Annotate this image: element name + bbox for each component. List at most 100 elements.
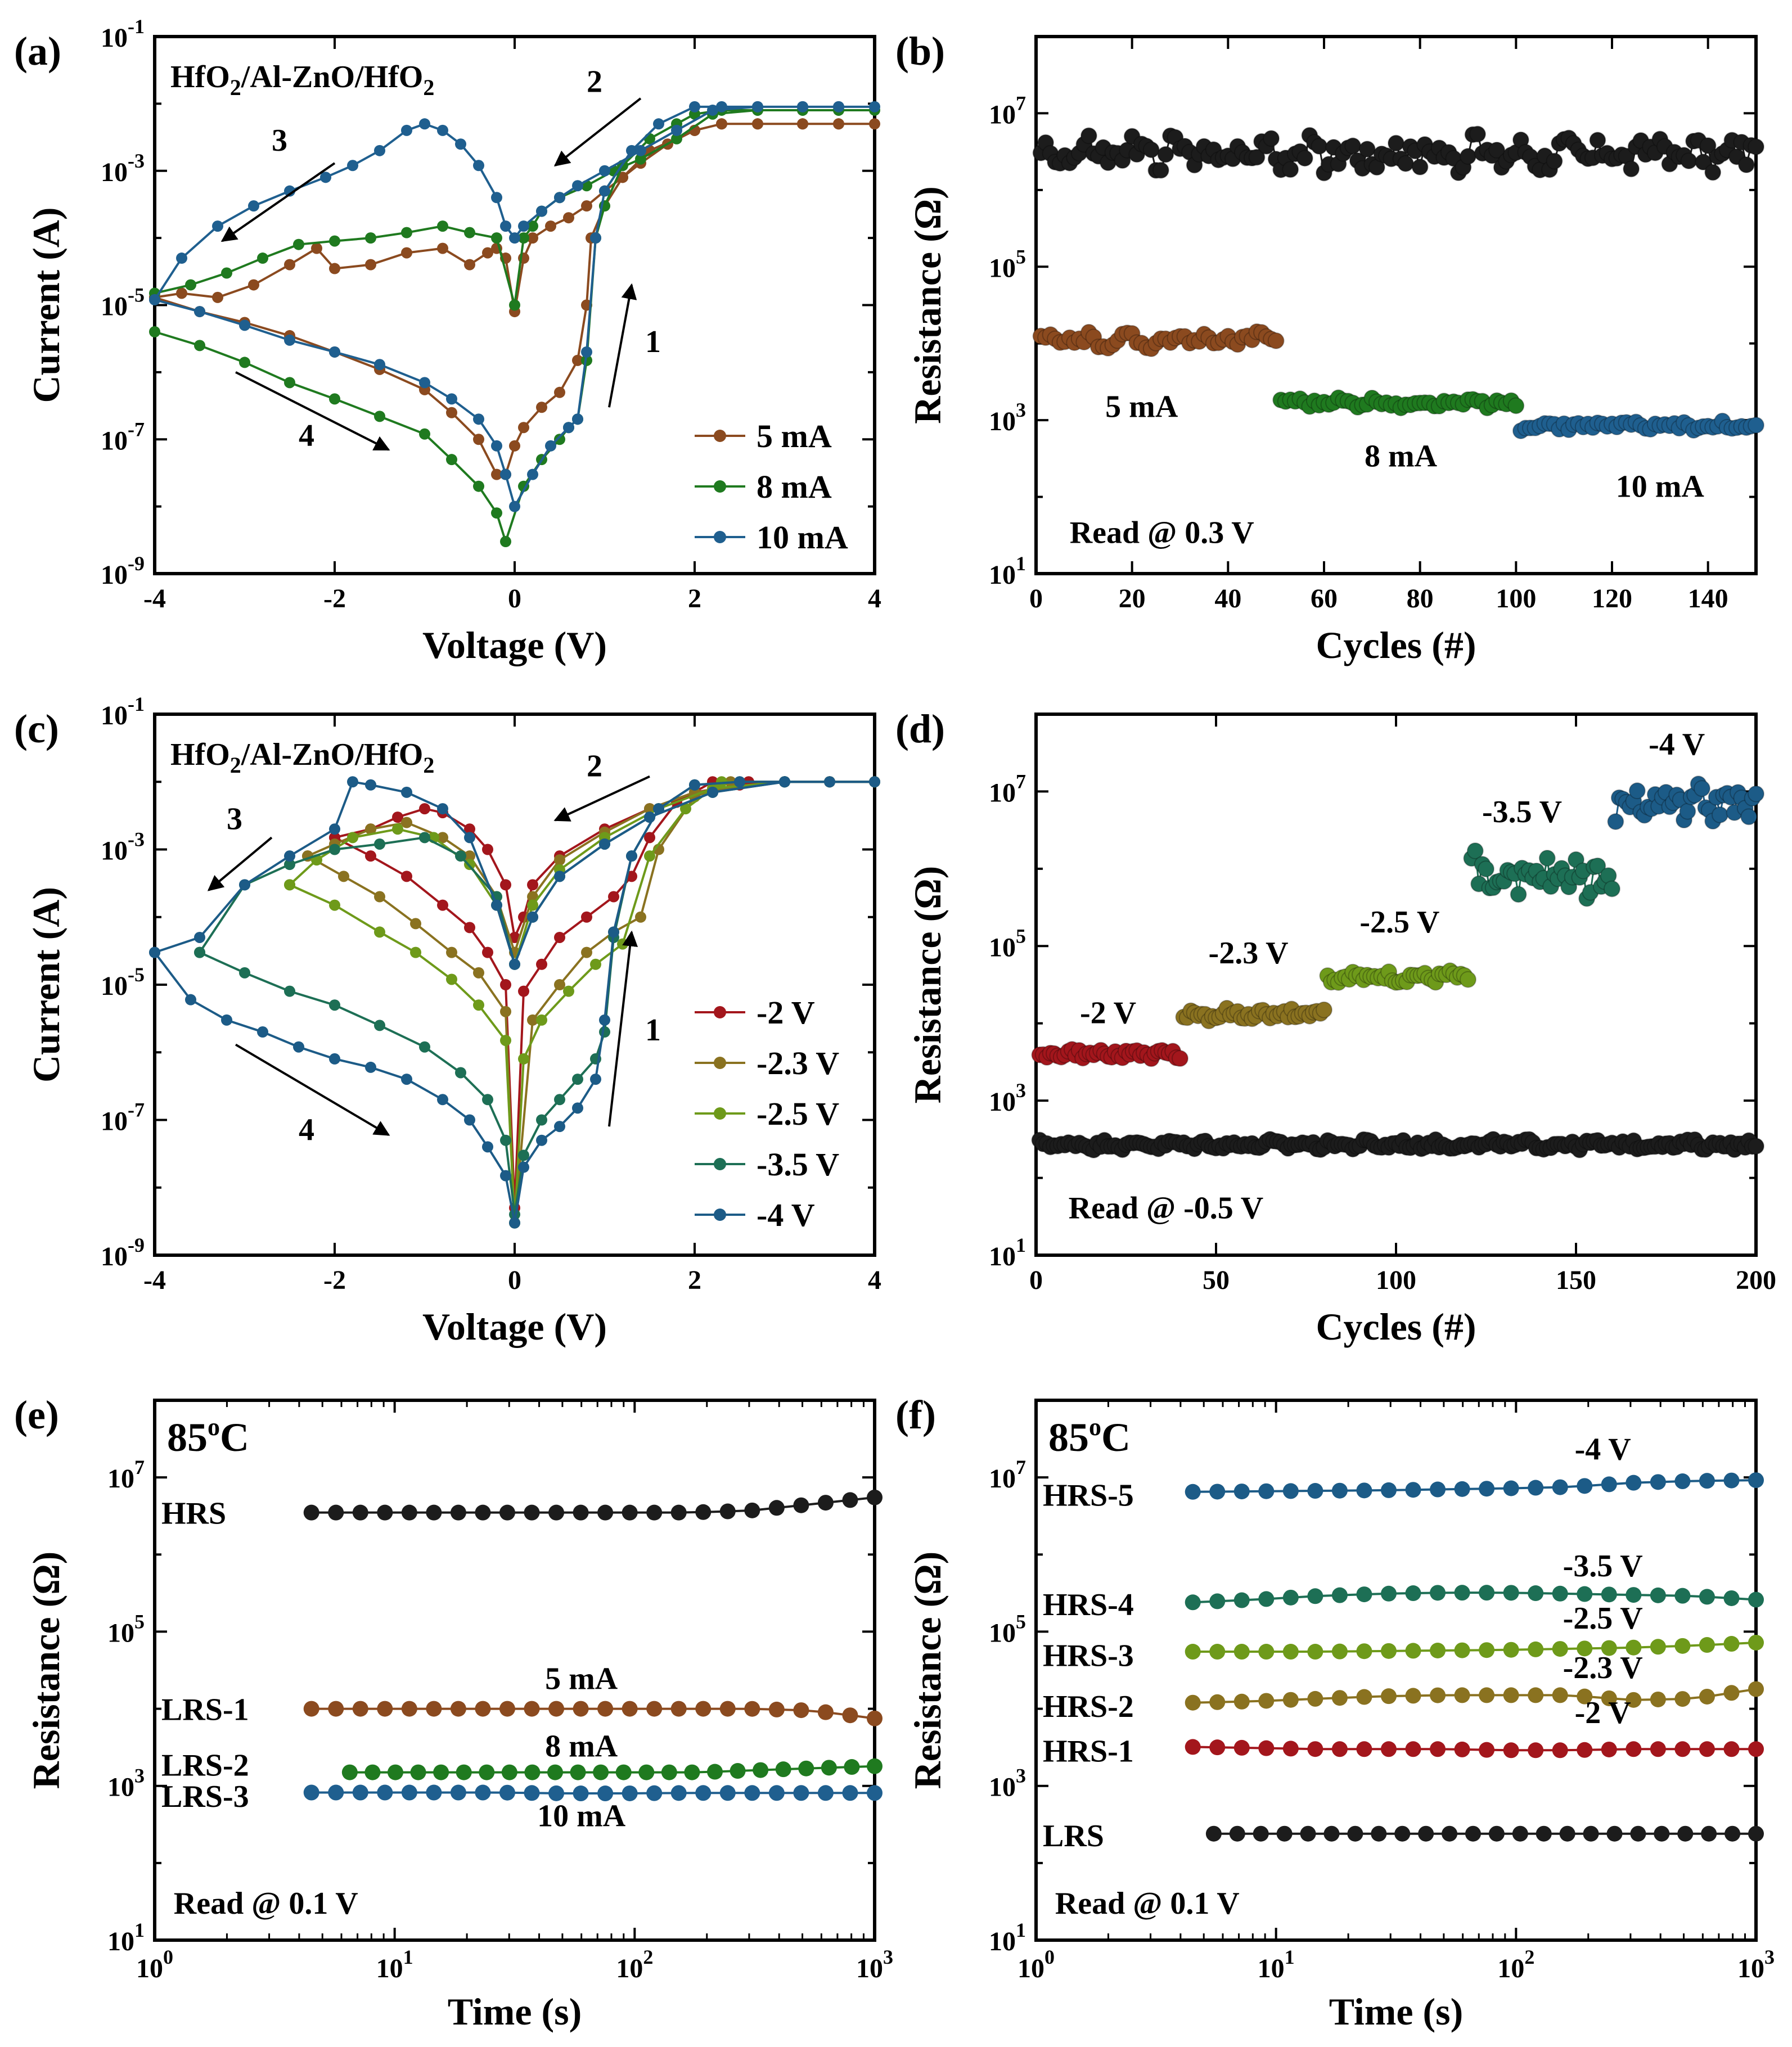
x-axis-label: Time (s) [1329, 1990, 1464, 2033]
data-point [329, 1053, 340, 1065]
data-point [1510, 886, 1527, 903]
data-point [572, 1074, 583, 1085]
series-lrs [1205, 1825, 1764, 1842]
stack-title-part: HfO [170, 737, 230, 772]
series-hrs-3 [1185, 1634, 1764, 1660]
y-tick-base: 10 [989, 778, 1016, 808]
data-point [518, 1053, 529, 1065]
data-point [500, 1170, 511, 1182]
data-point [824, 776, 835, 788]
data-point [635, 911, 646, 923]
data-point [419, 428, 430, 440]
data-point [527, 899, 538, 911]
data-point [1371, 1825, 1387, 1842]
y-tick-label: 10-1 [101, 15, 145, 53]
data-point [793, 1785, 809, 1801]
state-label: LRS-2 [161, 1748, 249, 1783]
data-point [293, 238, 304, 250]
sweep-arrow [207, 836, 273, 891]
y-tick-base: 10 [989, 253, 1016, 283]
series-lrs-2-8-ma- [341, 1758, 883, 1780]
data-point [536, 1014, 547, 1026]
series-hrs [1032, 125, 1764, 182]
y-tick-label: 103 [989, 1765, 1026, 1802]
data-point [401, 247, 412, 259]
data-point [1460, 148, 1476, 165]
data-point [1528, 1585, 1544, 1602]
annotation: 3 [227, 801, 242, 836]
data-point [482, 946, 493, 958]
y-tick-base: 10 [101, 292, 128, 322]
data-point [1185, 1484, 1201, 1500]
y-tick-exponent: 3 [1016, 1079, 1026, 1102]
data-point [1699, 1637, 1715, 1653]
data-point [1331, 1741, 1348, 1757]
data-point [1654, 1825, 1670, 1842]
data-point [464, 832, 475, 844]
y-tick-exponent: 7 [134, 1456, 145, 1478]
data-point [1358, 141, 1376, 158]
annotation: Read @ 0.3 V [1070, 516, 1254, 551]
data-point [347, 832, 358, 844]
data-point [833, 118, 844, 130]
annotation: -2 V [1575, 1696, 1631, 1730]
data-point [1748, 1138, 1764, 1155]
y-tick-exponent: 1 [134, 1919, 145, 1941]
temperature-unit: C [1101, 1415, 1131, 1460]
data-point [446, 407, 457, 418]
data-point [176, 253, 187, 264]
data-point [626, 850, 637, 862]
data-point [1723, 1636, 1740, 1652]
data-point [450, 1504, 466, 1521]
data-point [347, 776, 358, 788]
data-point [1479, 1481, 1495, 1497]
x-tick-base: 10 [616, 1954, 643, 1983]
y-tick-base: 10 [989, 100, 1016, 129]
legend-marker [714, 430, 726, 442]
y-tick-base: 10 [101, 701, 128, 731]
y-axis-label: Resistance (Ω) [906, 866, 949, 1104]
x-tick-base: 10 [1497, 1954, 1524, 1983]
data-point [518, 985, 529, 997]
data-point [401, 786, 412, 798]
y-tick-label: 101 [989, 1234, 1026, 1272]
data-point [570, 1764, 586, 1780]
legend-item: -4 V [695, 1197, 815, 1233]
annotation: 10 mA [537, 1798, 626, 1833]
x-tick-base: 10 [136, 1954, 163, 1983]
data-point [1559, 1825, 1575, 1842]
data-point [1723, 1685, 1740, 1701]
y-tick-exponent: -5 [128, 284, 145, 306]
stack-title-subscript: 2 [423, 752, 434, 778]
data-point [1650, 1587, 1666, 1603]
data-point [536, 205, 547, 217]
data-point [365, 850, 376, 862]
data-point [1748, 138, 1764, 156]
data-point [311, 242, 322, 254]
y-tick-exponent: 5 [1016, 1610, 1026, 1633]
data-point [1583, 1825, 1599, 1842]
data-point [842, 1707, 858, 1724]
x-tick-label: 103 [1737, 1946, 1775, 1983]
data-point [1699, 1589, 1715, 1605]
data-point [1528, 1641, 1544, 1657]
data-point [149, 946, 160, 958]
series-10-ma [1512, 412, 1764, 440]
y-tick-base: 10 [107, 1618, 134, 1648]
data-point [1607, 813, 1624, 830]
data-point [1748, 1741, 1764, 1757]
data-point [352, 1701, 368, 1717]
data-point [869, 101, 880, 112]
data-point [284, 259, 295, 270]
x-tick-label: 0 [1029, 584, 1043, 614]
legend-marker [714, 1107, 726, 1120]
data-point [482, 1141, 493, 1153]
data-point [500, 1006, 511, 1017]
data-point [284, 377, 295, 389]
data-point [1626, 1741, 1642, 1757]
y-tick-base: 10 [989, 407, 1016, 436]
data-point [1601, 1741, 1617, 1757]
data-point [1723, 1741, 1740, 1757]
